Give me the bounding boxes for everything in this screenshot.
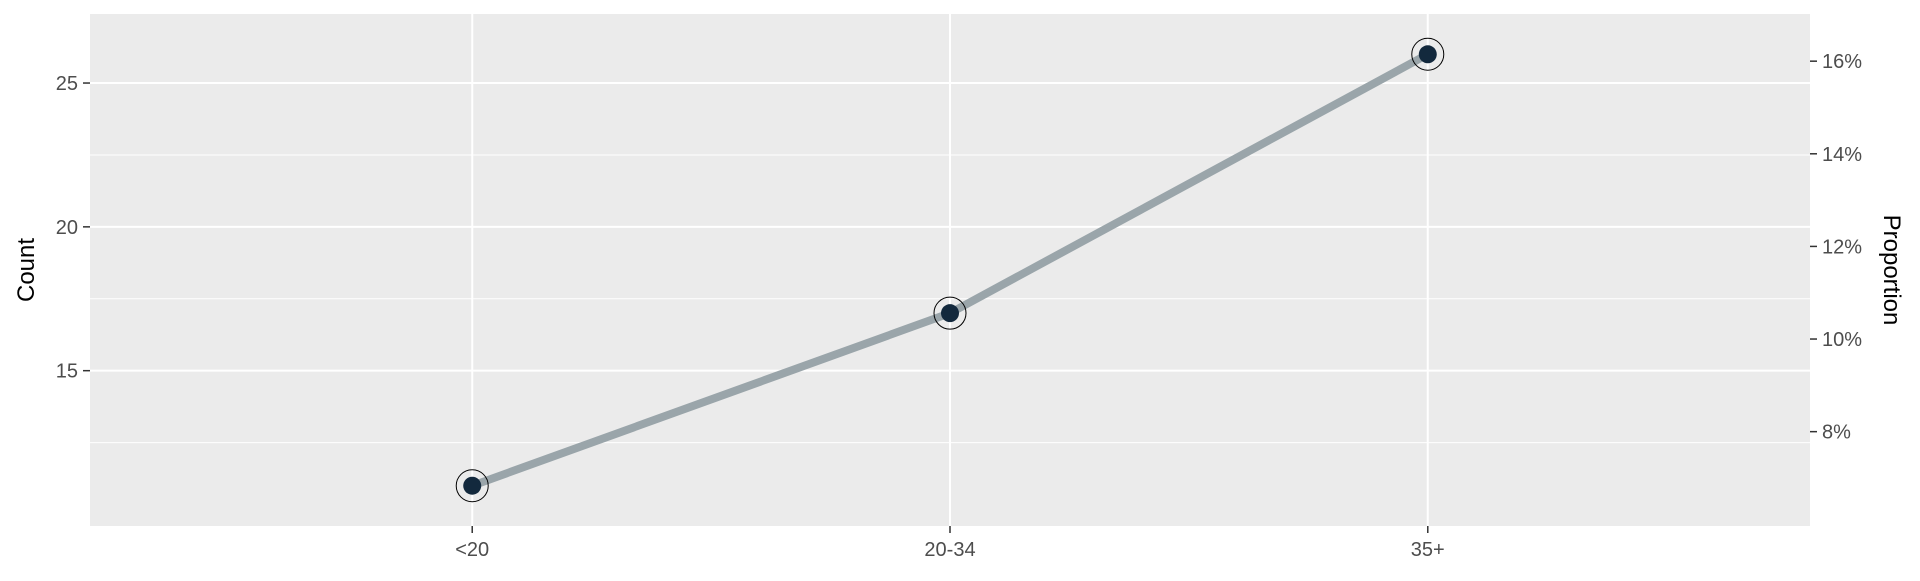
y2-tick-label: 10% (1822, 329, 1862, 351)
data-point-ring (933, 296, 967, 330)
data-point (1411, 37, 1445, 71)
data-point-ring (455, 469, 489, 503)
y-axis-title-left: Count (13, 238, 40, 302)
x-tick-label: <20 (455, 539, 489, 561)
data-point (933, 296, 967, 330)
x-axis: <20 20-34 35+ (455, 526, 1445, 561)
points-layer (455, 37, 1445, 503)
y-axis-title-right: Proportion (1878, 215, 1905, 326)
data-point-dot (1418, 45, 1437, 64)
y2-tick-label: 12% (1822, 236, 1862, 258)
y-axis-right: 8% 10% 12% 14% 16% (1810, 51, 1862, 444)
x-tick-label: 35+ (1411, 539, 1445, 561)
y-tick-label: 20 (56, 217, 78, 239)
y-axis-left: 15 20 25 (56, 73, 90, 383)
y2-tick-label: 14% (1822, 144, 1862, 166)
data-point-dot (941, 304, 959, 323)
data-point (455, 469, 489, 503)
y2-tick-label: 16% (1822, 51, 1862, 73)
y-tick-label: 25 (56, 73, 78, 95)
y2-tick-label: 8% (1822, 422, 1851, 444)
data-point-ring (1411, 37, 1445, 71)
x-tick-label: 20-34 (924, 539, 975, 561)
data-point-dot (463, 476, 482, 495)
y-tick-label: 15 (56, 361, 78, 383)
grid-major (90, 14, 1810, 526)
